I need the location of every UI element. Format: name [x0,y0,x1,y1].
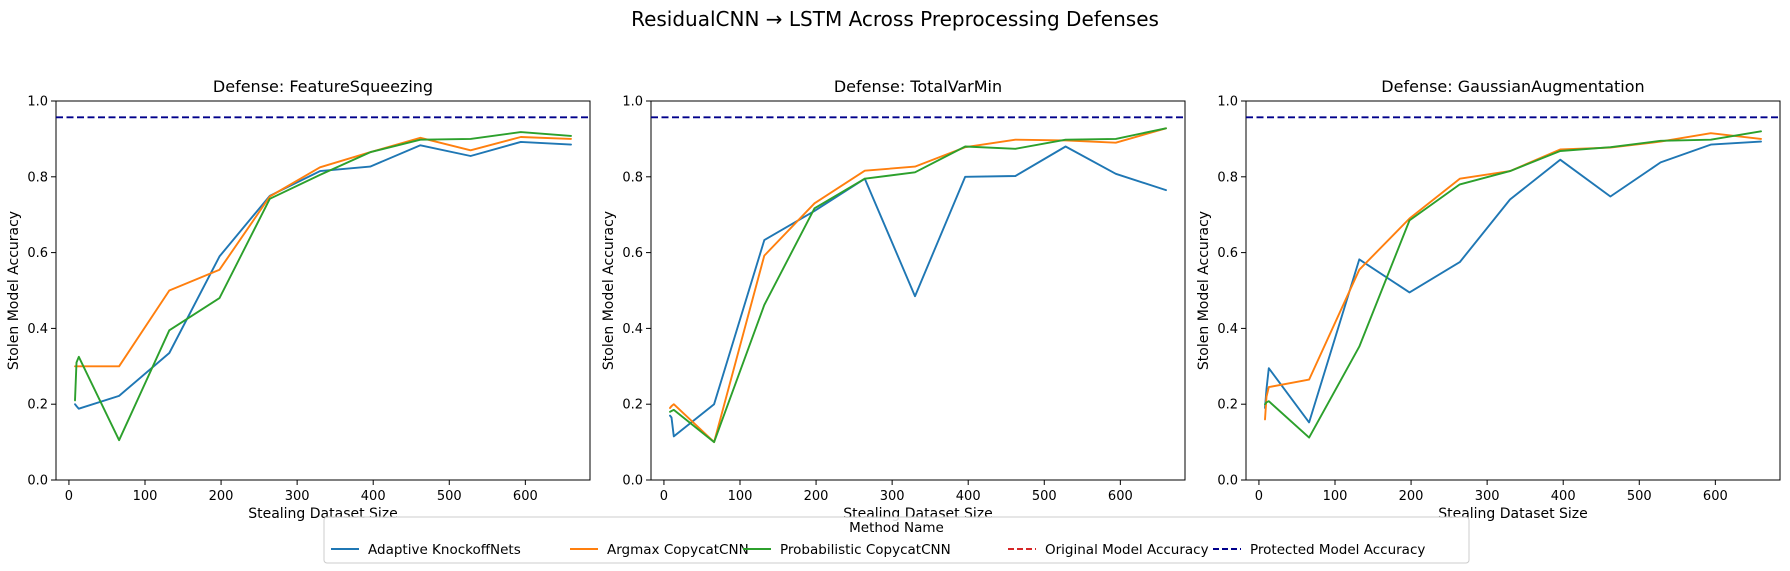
series-line-argmax-copycatcnn [74,136,572,368]
y-tick-label: 0.8 [27,170,48,185]
legend-box [323,516,1470,564]
y-tick-label: 0.4 [1217,322,1238,337]
subplots: Defense: FeatureSqueezing 0 100 200 300 400 50… [6,77,1781,522]
legend-label: Adaptive KnockoffNets [368,542,521,558]
x-tick-label: 400 [1551,489,1576,504]
y-tick-label: 0.2 [622,398,643,413]
plot-area [651,116,1185,444]
x-tick-label: 300 [880,489,905,504]
y-tick-label: 0.0 [1217,474,1238,489]
y-tick-label: 0.8 [1217,170,1238,185]
subplot-2: Defense: TotalVarMin 0 100 200 300 400 500 600 0… [601,77,1186,522]
x-tick-label: 500 [437,489,462,504]
legend-entry: Argmax CopycatCNN [570,542,749,558]
x-tick-label: 600 [1703,489,1728,504]
x-tick-label: 100 [1323,489,1348,504]
x-tick-label: 0 [65,489,73,504]
y-axis-label: Stolen Model Accuracy [6,211,22,370]
y-tick-label: 0.4 [27,322,48,337]
series-line-argmax-copycatcnn [669,127,1167,444]
y-tick-label: 1.0 [622,95,643,110]
y-tick-label: 1.0 [27,95,48,110]
series-line-adaptive-knockoffnets [669,145,1167,438]
legend-label: Protected Model Accuracy [1250,542,1425,558]
x-axis-label: Stealing Dataset Size [1438,506,1588,522]
x-tick-label: 400 [361,489,386,504]
x-tick-label: 600 [513,489,538,504]
subplot-title: Defense: TotalVarMin [834,77,1002,96]
x-tick-label: 200 [804,489,829,504]
legend-entry: Adaptive KnockoffNets [331,542,521,558]
x-tick-label: 300 [1475,489,1500,504]
x-tick-label: 200 [1399,489,1424,504]
x-tick-label: 500 [1032,489,1057,504]
y-tick-label: 0.6 [27,246,48,261]
x-tick-label: 400 [956,489,981,504]
legend-title: Method Name [849,520,944,536]
plot-area [1246,116,1780,439]
subplot-title: Defense: FeatureSqueezing [213,77,433,96]
y-tick-label: 1.0 [1217,95,1238,110]
y-tick-label: 0.8 [622,170,643,185]
legend-entry: Protected Model Accuracy [1213,542,1425,558]
x-tick-label: 100 [133,489,158,504]
series-line-probabilistic-copycatcnn [1264,130,1762,439]
legend-entry: Probabilistic CopycatCNN [743,542,951,558]
axes-frame [55,100,591,481]
x-tick-label: 200 [209,489,234,504]
plot-area [56,116,590,442]
x-tick-label: 100 [728,489,753,504]
y-tick-label: 0.0 [622,474,643,489]
y-tick-label: 0.0 [27,474,48,489]
legend-label: Original Model Accuracy [1045,542,1209,558]
series-line-probabilistic-copycatcnn [669,127,1167,444]
legend: Method Name Adaptive KnockoffNets Argmax C… [323,516,1470,564]
y-tick-label: 0.6 [1217,246,1238,261]
x-tick-label: 300 [285,489,310,504]
y-tick-label: 0.4 [622,322,643,337]
series-line-probabilistic-copycatcnn [74,131,572,442]
legend-entry: Original Model Accuracy [1008,542,1209,558]
x-tick-label: 500 [1627,489,1652,504]
series-line-argmax-copycatcnn [1264,132,1762,421]
axes-frame [650,100,1186,481]
series-line-adaptive-knockoffnets [74,140,572,410]
y-tick-label: 0.2 [27,398,48,413]
figure-title: ResidualCNN → LSTM Across Preprocessing … [631,7,1159,31]
axes-frame [1245,100,1781,481]
x-tick-label: 0 [660,489,668,504]
series-line-adaptive-knockoffnets [1264,140,1762,424]
legend-label: Argmax CopycatCNN [607,542,749,558]
x-tick-label: 600 [1108,489,1133,504]
y-tick-label: 0.6 [622,246,643,261]
subplot-title: Defense: GaussianAugmentation [1381,77,1644,96]
x-tick-label: 0 [1255,489,1263,504]
y-axis-label: Stolen Model Accuracy [1196,211,1212,370]
legend-label: Probabilistic CopycatCNN [780,542,951,558]
subplot-3: Defense: GaussianAugmentation 0 100 200 300 4… [1196,77,1781,522]
subplot-1: Defense: FeatureSqueezing 0 100 200 300 400 50… [6,77,591,522]
y-axis-label: Stolen Model Accuracy [601,211,617,370]
y-tick-label: 0.2 [1217,398,1238,413]
